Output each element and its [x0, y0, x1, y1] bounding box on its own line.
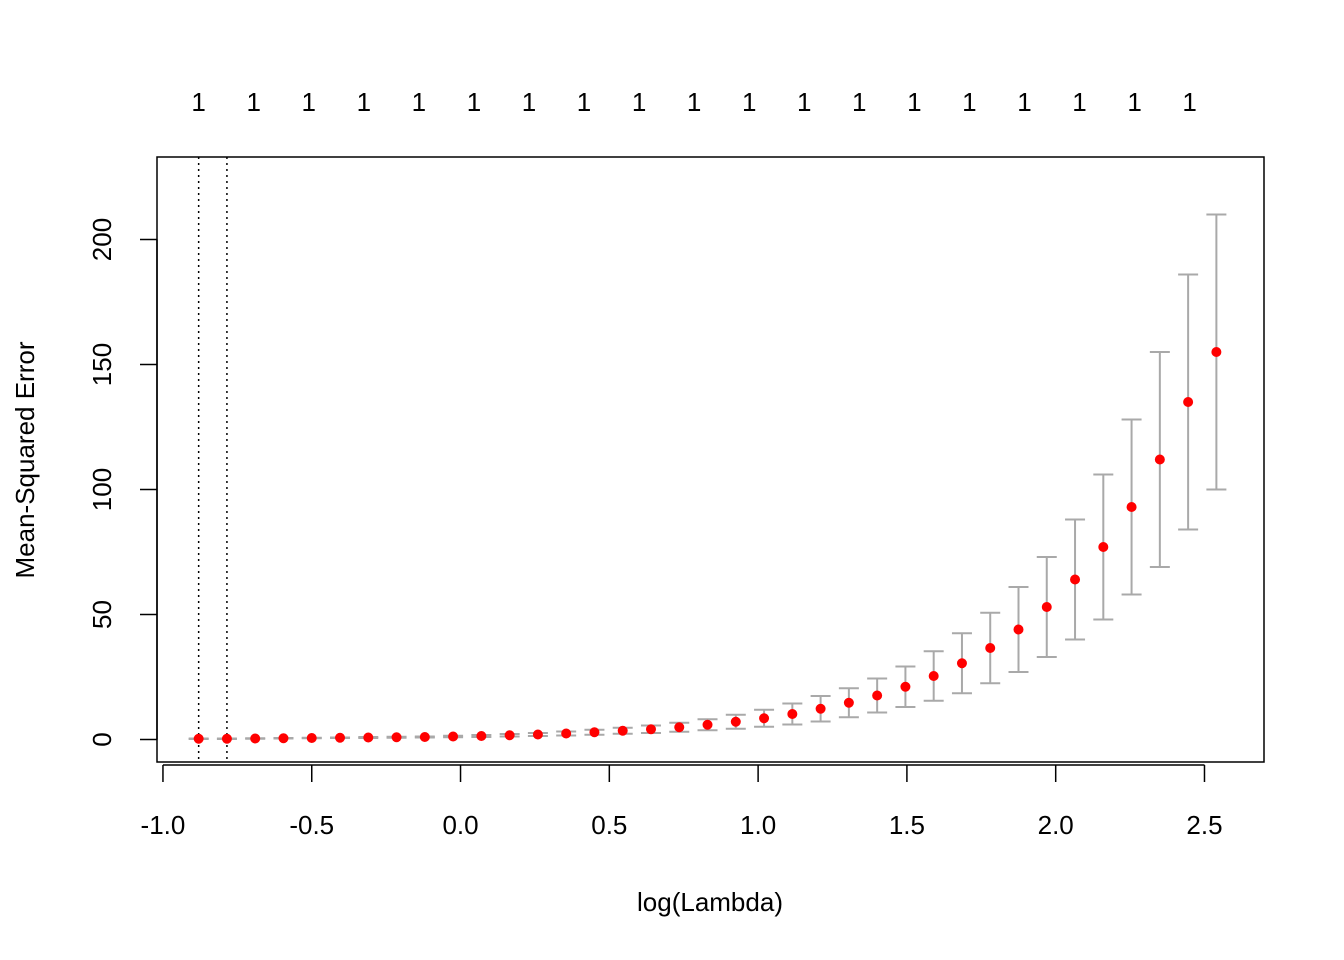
- data-point: [617, 725, 628, 736]
- data-point: [1013, 624, 1024, 635]
- top-axis-label: 1: [1182, 87, 1196, 117]
- x-tick-label: -1.0: [141, 810, 186, 840]
- y-tick-label: 150: [87, 343, 117, 386]
- top-axis-label: 1: [302, 87, 316, 117]
- top-axis-label: 1: [522, 87, 536, 117]
- data-point: [306, 733, 317, 743]
- data-point: [504, 730, 515, 741]
- data-point: [1154, 454, 1165, 465]
- top-axis-label: 1: [1072, 87, 1086, 117]
- data-point: [1041, 602, 1052, 612]
- data-point: [956, 658, 967, 669]
- data-point: [221, 733, 232, 744]
- data-point: [759, 713, 770, 724]
- data-point: [843, 697, 854, 708]
- top-axis-label: 1: [687, 87, 701, 117]
- y-tick-label: 200: [87, 218, 117, 261]
- data-point: [1126, 502, 1137, 512]
- top-axis-label: 1: [412, 87, 426, 117]
- top-axis-label: 1: [1017, 87, 1031, 117]
- top-axis-nonzero-counts: 1 1 1 1 1 1 1 1 1 1 1 1 1 1 1 1 1 1 1: [191, 87, 1196, 117]
- top-axis-label: 1: [1127, 87, 1141, 117]
- top-axis-label: 1: [246, 87, 260, 117]
- top-axis-label: 1: [467, 87, 481, 117]
- data-point: [532, 729, 543, 740]
- data-point: [985, 643, 996, 653]
- x-tick-label: 0.0: [442, 810, 478, 840]
- data-point: [674, 722, 685, 733]
- data-point: [730, 716, 741, 727]
- data-point: [1070, 574, 1081, 585]
- data-point: [1211, 347, 1222, 357]
- x-axis: -1.0 -0.5 0.0 0.5 1.0 1.5 2.0 2.5: [141, 764, 1223, 840]
- x-tick-label: 2.0: [1038, 810, 1074, 840]
- x-tick-label: 2.5: [1186, 810, 1222, 840]
- data-point: [928, 671, 939, 681]
- top-axis-label: 1: [907, 87, 921, 117]
- data-points: [193, 347, 1222, 744]
- data-point: [815, 703, 826, 714]
- y-axis-title: Mean-Squared Error: [10, 341, 40, 578]
- x-tick-label: 1.0: [740, 810, 776, 840]
- y-tick-label: 50: [87, 600, 117, 629]
- top-axis-label: 1: [852, 87, 866, 117]
- data-point: [391, 732, 402, 743]
- data-point: [335, 732, 346, 743]
- data-point: [1183, 397, 1194, 407]
- data-point: [1098, 542, 1109, 552]
- data-point: [419, 732, 430, 742]
- data-point: [193, 733, 204, 744]
- reference-lines: [197, 157, 228, 762]
- top-axis-label: 1: [962, 87, 976, 117]
- data-point: [589, 727, 600, 738]
- top-axis-label: 1: [632, 87, 646, 117]
- x-tick-label: -0.5: [289, 810, 334, 840]
- y-tick-label: 100: [87, 468, 117, 511]
- data-point: [900, 681, 911, 692]
- data-point: [702, 719, 713, 730]
- y-axis: 0 50 100 150 200: [87, 218, 158, 747]
- x-axis-title: log(Lambda): [637, 887, 783, 917]
- data-point: [872, 690, 883, 701]
- top-axis-label: 1: [797, 87, 811, 117]
- data-point: [448, 731, 459, 742]
- data-point: [561, 728, 572, 739]
- top-axis-label: 1: [742, 87, 756, 117]
- y-tick-label: 0: [87, 732, 117, 746]
- data-point: [363, 732, 374, 743]
- top-axis-label: 1: [577, 87, 591, 117]
- data-point: [250, 733, 261, 744]
- data-point: [645, 724, 656, 735]
- data-point: [787, 709, 798, 719]
- top-axis-label: 1: [191, 87, 205, 117]
- data-point: [278, 733, 289, 744]
- x-tick-label: 1.5: [889, 810, 925, 840]
- top-axis-label: 1: [357, 87, 371, 117]
- data-point: [476, 731, 487, 741]
- x-tick-label: 0.5: [591, 810, 627, 840]
